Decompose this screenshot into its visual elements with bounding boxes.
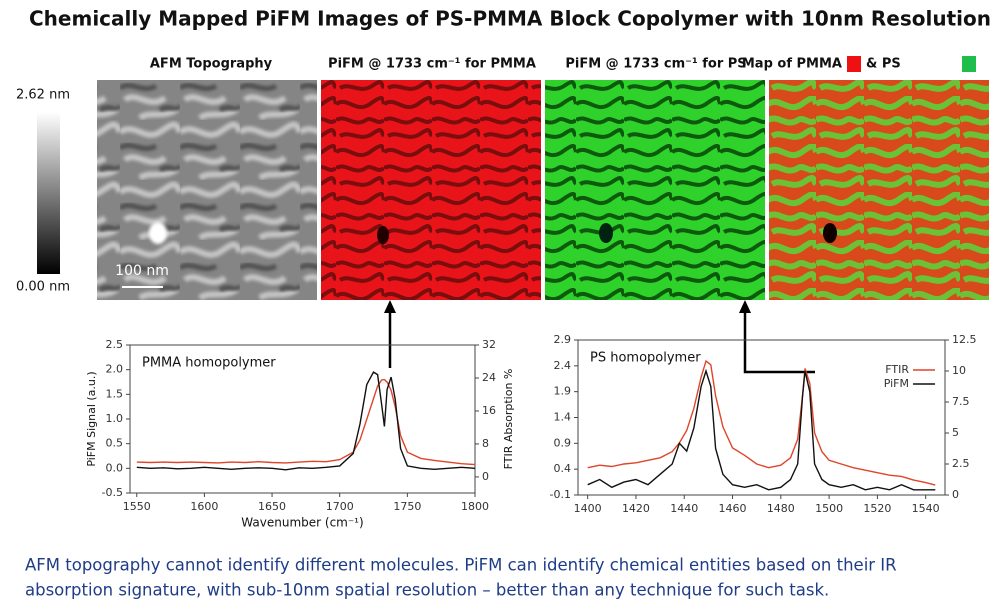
x-tick-label: 1650	[258, 500, 286, 513]
y2-tick-label: 5	[952, 426, 959, 439]
y-tick-label: 2.5	[106, 338, 124, 351]
panel-label: Map of PMMA	[742, 57, 842, 72]
x-tick-label: 1520	[863, 502, 891, 515]
y2-tick-label: 8	[482, 437, 489, 450]
caption: AFM topography cannot identify different…	[25, 556, 897, 575]
annotation: PMMA homopolymer	[142, 356, 276, 371]
y2-tick-label: 0	[952, 488, 959, 501]
x-tick-label: 1600	[190, 500, 218, 513]
y2-tick-label: 12.5	[952, 333, 977, 346]
defect	[599, 223, 613, 243]
scale-bar-label: 100 nm	[115, 263, 169, 279]
arrow	[743, 312, 815, 374]
colorbar	[37, 112, 60, 274]
y-tick-label: 0.4	[554, 462, 572, 475]
annotation: PS homopolymer	[590, 351, 701, 366]
x-tick-label: 1460	[719, 502, 747, 515]
y2-tick-label: 0	[482, 470, 489, 483]
y2-tick-label: 2.5	[952, 457, 970, 470]
x-axis-label: Wavenumber (cm⁻¹)	[241, 516, 363, 530]
x-tick-label: 1400	[574, 502, 602, 515]
afm-particle	[149, 222, 167, 244]
x-tick-label: 1700	[326, 500, 354, 513]
y-tick-label: 1.4	[554, 411, 572, 424]
series-line	[587, 368, 936, 491]
ps-swatch	[962, 56, 976, 72]
arrow-head	[384, 300, 396, 313]
y-tick-label: 1.5	[106, 387, 124, 400]
x-tick-label: 1540	[912, 502, 940, 515]
x-tick-label: 1800	[461, 500, 489, 513]
legend-label: FTIR	[885, 363, 909, 376]
y-tick-label: 0.0	[106, 461, 124, 474]
x-tick-label: 1500	[815, 502, 843, 515]
y2-tick-label: 7.5	[952, 395, 970, 408]
pmma-swatch	[847, 56, 861, 72]
arrow-head	[739, 300, 751, 313]
legend-label: PiFM	[884, 377, 909, 390]
y-tick-label: 2.0	[106, 363, 124, 376]
y-tick-label: -0.5	[102, 486, 123, 499]
map-image	[769, 80, 989, 300]
y-axis-label: PiFM Signal (a.u.)	[85, 371, 98, 466]
afm-image	[97, 80, 317, 300]
y-tick-label: 0.9	[554, 436, 572, 449]
series-line	[136, 378, 476, 466]
colorbar-max: 2.62 nm	[16, 88, 70, 103]
y-tick-label: 2.9	[554, 333, 572, 346]
y2-tick-label: 10	[952, 364, 966, 377]
x-tick-label: 1440	[670, 502, 698, 515]
y-tick-label: 1.9	[554, 385, 572, 398]
y-tick-label: -0.1	[550, 488, 571, 501]
pmma-image	[321, 80, 541, 300]
x-tick-label: 1420	[622, 502, 650, 515]
x-tick-label: 1750	[393, 500, 421, 513]
series-line	[136, 371, 476, 471]
y2-axis-label: FTIR Absorption %	[502, 369, 515, 470]
y-tick-label: 0.5	[106, 437, 124, 450]
y2-tick-label: 24	[482, 371, 496, 384]
y-tick-label: 1.0	[106, 412, 124, 425]
y2-tick-label: 16	[482, 404, 496, 417]
title: Chemically Mapped PiFM Images of PS-PMMA…	[29, 7, 991, 31]
panel-label: PiFM @ 1733 cm⁻¹ for PS	[565, 57, 746, 72]
defect	[823, 223, 837, 243]
series-line	[587, 359, 936, 486]
y2-tick-label: 32	[482, 338, 496, 351]
x-tick-label: 1480	[767, 502, 795, 515]
panel-label: & PS	[866, 57, 901, 72]
y-tick-label: 2.4	[554, 359, 572, 372]
ps-image	[545, 80, 765, 300]
colorbar-min: 0.00 nm	[16, 280, 70, 295]
defect	[377, 226, 389, 244]
panel-label: PiFM @ 1733 cm⁻¹ for PMMA	[328, 57, 536, 72]
panel-label: AFM Topography	[150, 57, 273, 72]
caption: absorption signature, with sub-10nm spat…	[25, 581, 829, 600]
x-tick-label: 1550	[123, 500, 151, 513]
